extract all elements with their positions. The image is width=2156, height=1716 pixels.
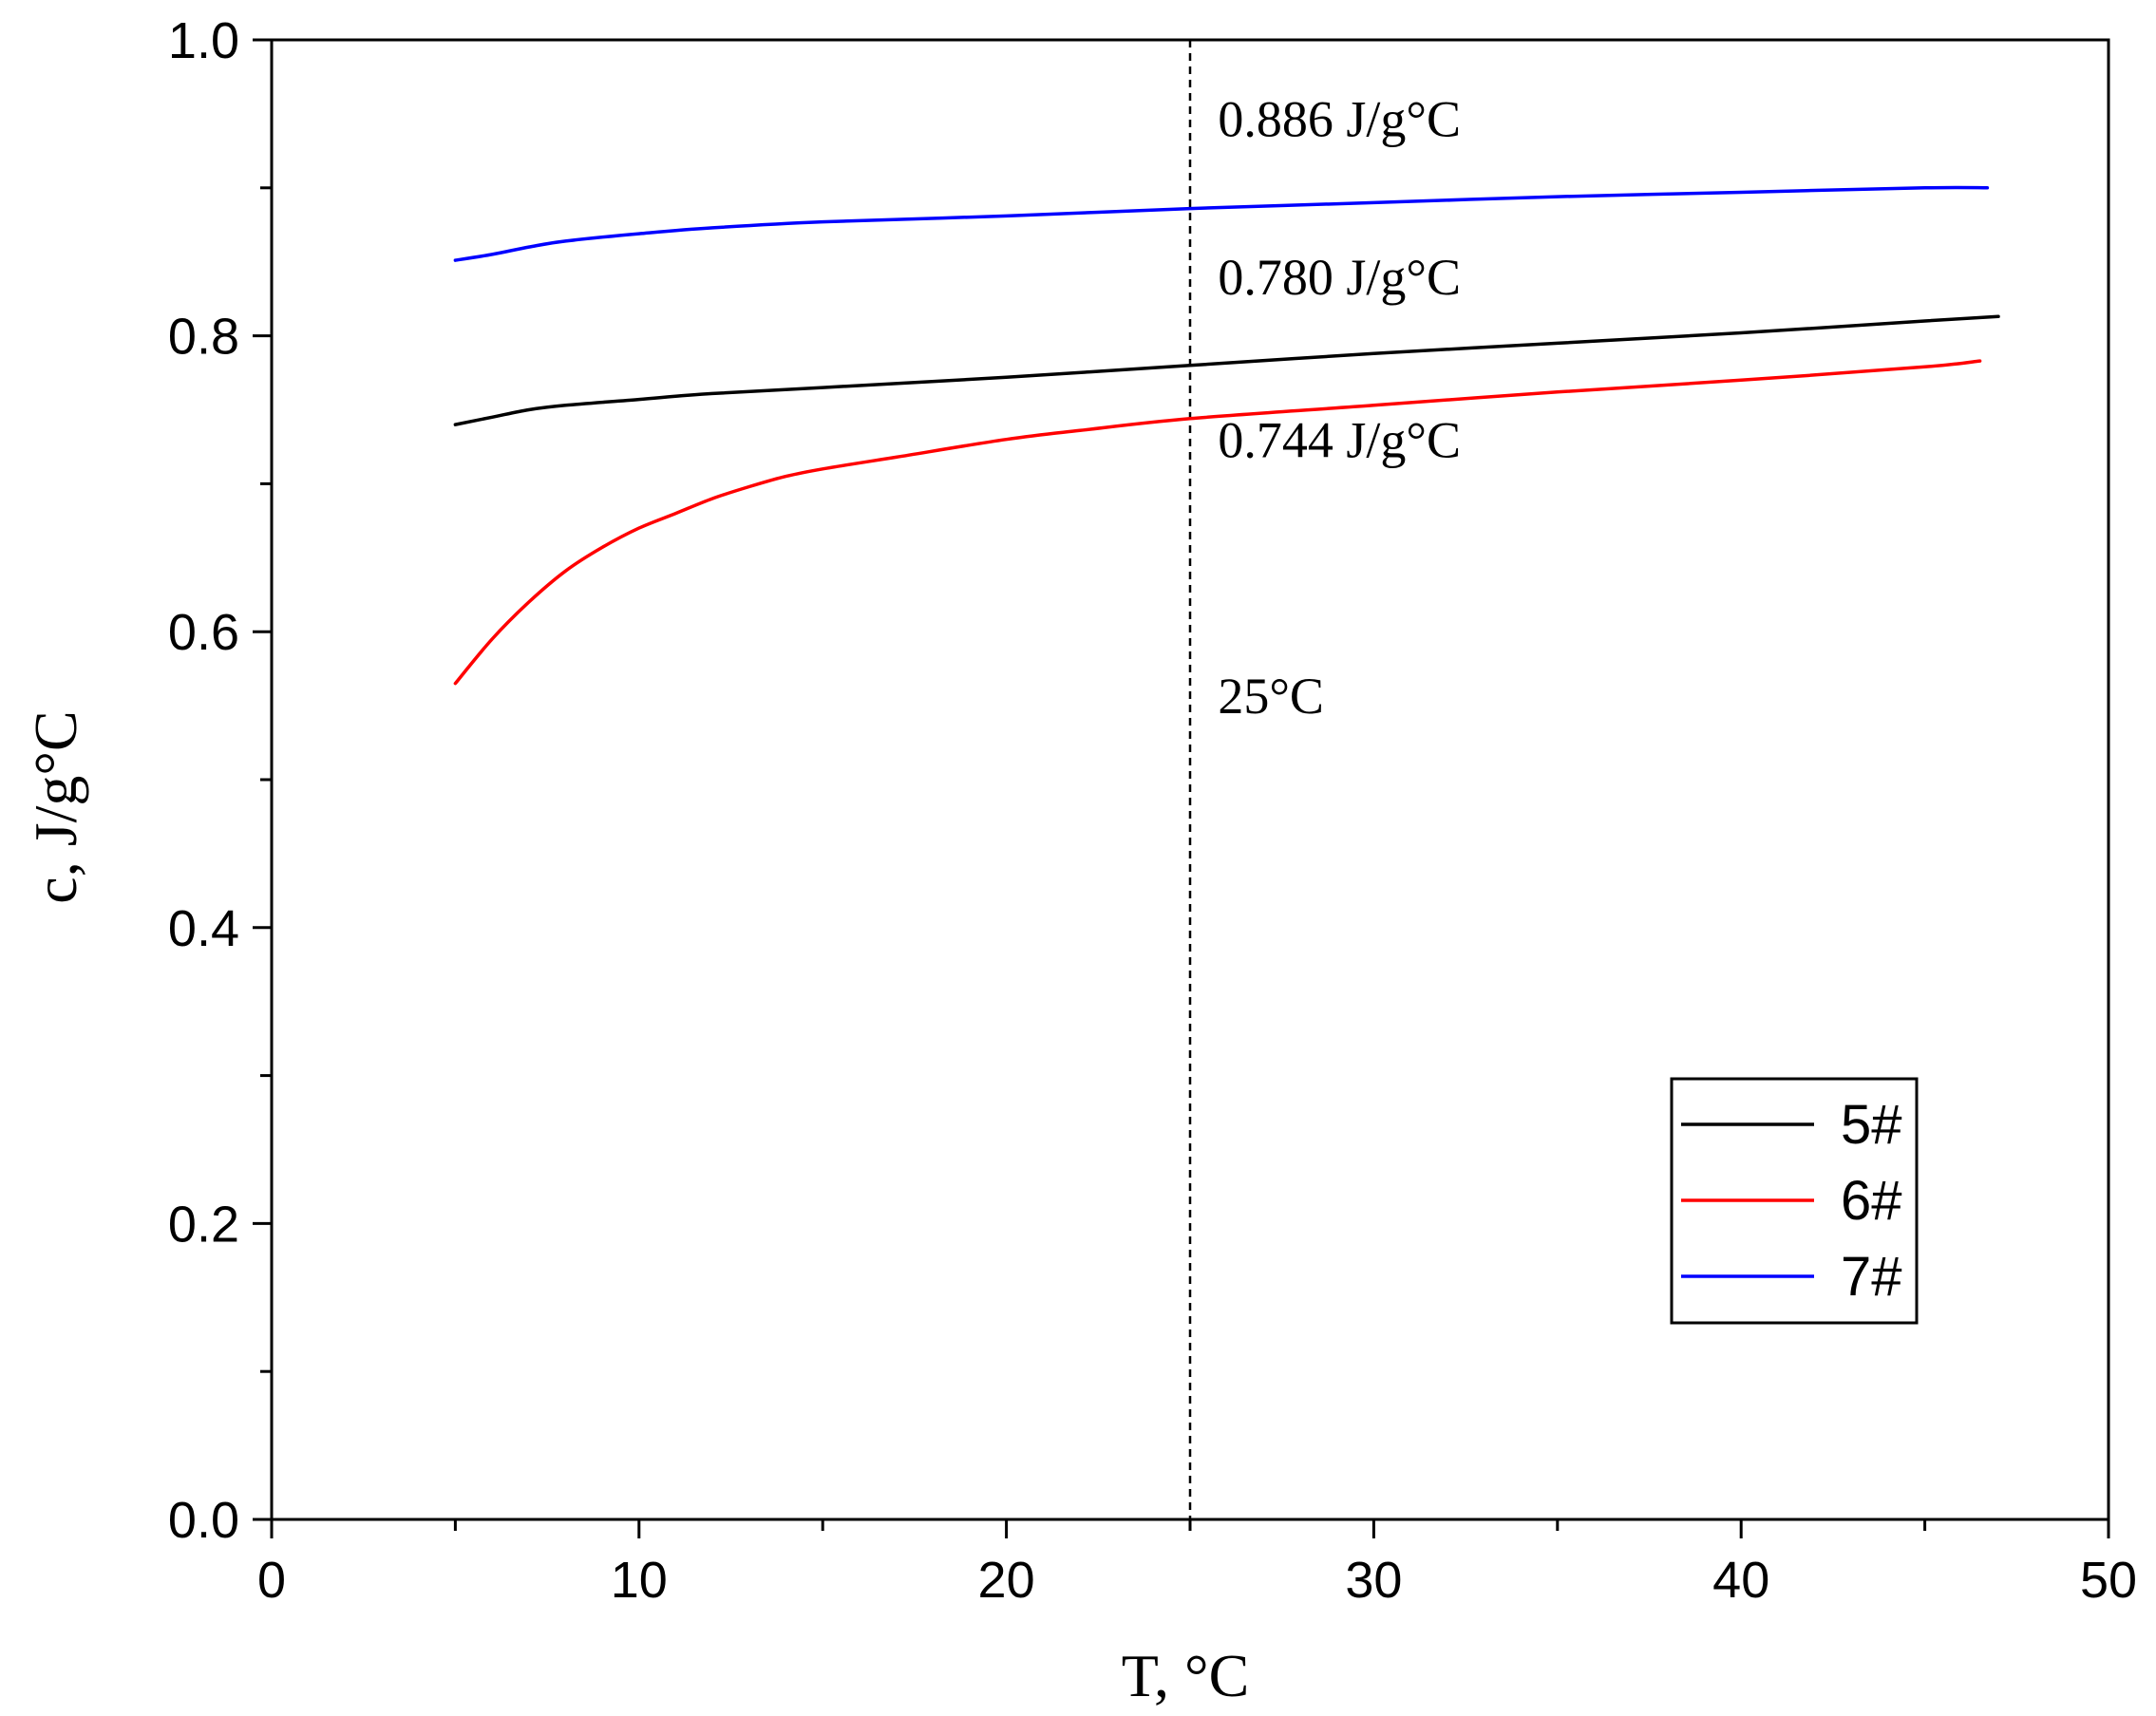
x-axis-title: T, °C (1122, 1642, 1250, 1709)
series-line-5 (453, 314, 2000, 426)
annotation-label: 0.744 J/g°C (1218, 411, 1461, 468)
x-tick-label: 40 (1712, 1552, 1769, 1609)
series-line-6 (453, 359, 1982, 686)
y-tick-label: 0.2 (168, 1196, 239, 1253)
x-tick-label: 20 (978, 1552, 1035, 1609)
x-axis: 0 10 20 30 40 50 (257, 1519, 2137, 1609)
y-axis-title: c, J/g°C (22, 710, 89, 903)
annotation-label: 25°C (1218, 668, 1324, 725)
x-tick-label: 30 (1345, 1552, 1402, 1609)
y-axis: 0.0 0.2 0.4 0.6 0.8 1.0 (168, 12, 272, 1549)
y-tick-label: 0.0 (168, 1492, 239, 1549)
annotations: 0.886 J/g°C 0.780 J/g°C 0.744 J/g°C 25°C (1218, 90, 1461, 725)
y-tick-label: 0.4 (168, 900, 239, 957)
y-tick-label: 0.8 (168, 309, 239, 366)
legend-label: 5# (1841, 1094, 1902, 1156)
annotation-label: 0.886 J/g°C (1218, 90, 1461, 147)
series-line-7 (453, 185, 1990, 262)
legend-label: 6# (1841, 1170, 1902, 1232)
legend-label: 7# (1841, 1246, 1902, 1308)
series-group (453, 185, 2000, 686)
annotation-label: 0.780 J/g°C (1218, 249, 1461, 306)
legend: 5# 6# 7# (1670, 1077, 1919, 1325)
x-tick-label: 50 (2080, 1552, 2137, 1609)
x-tick-label: 0 (257, 1552, 286, 1609)
y-tick-label: 1.0 (168, 12, 239, 69)
x-tick-label: 10 (611, 1552, 668, 1609)
y-tick-label: 0.6 (168, 604, 239, 661)
